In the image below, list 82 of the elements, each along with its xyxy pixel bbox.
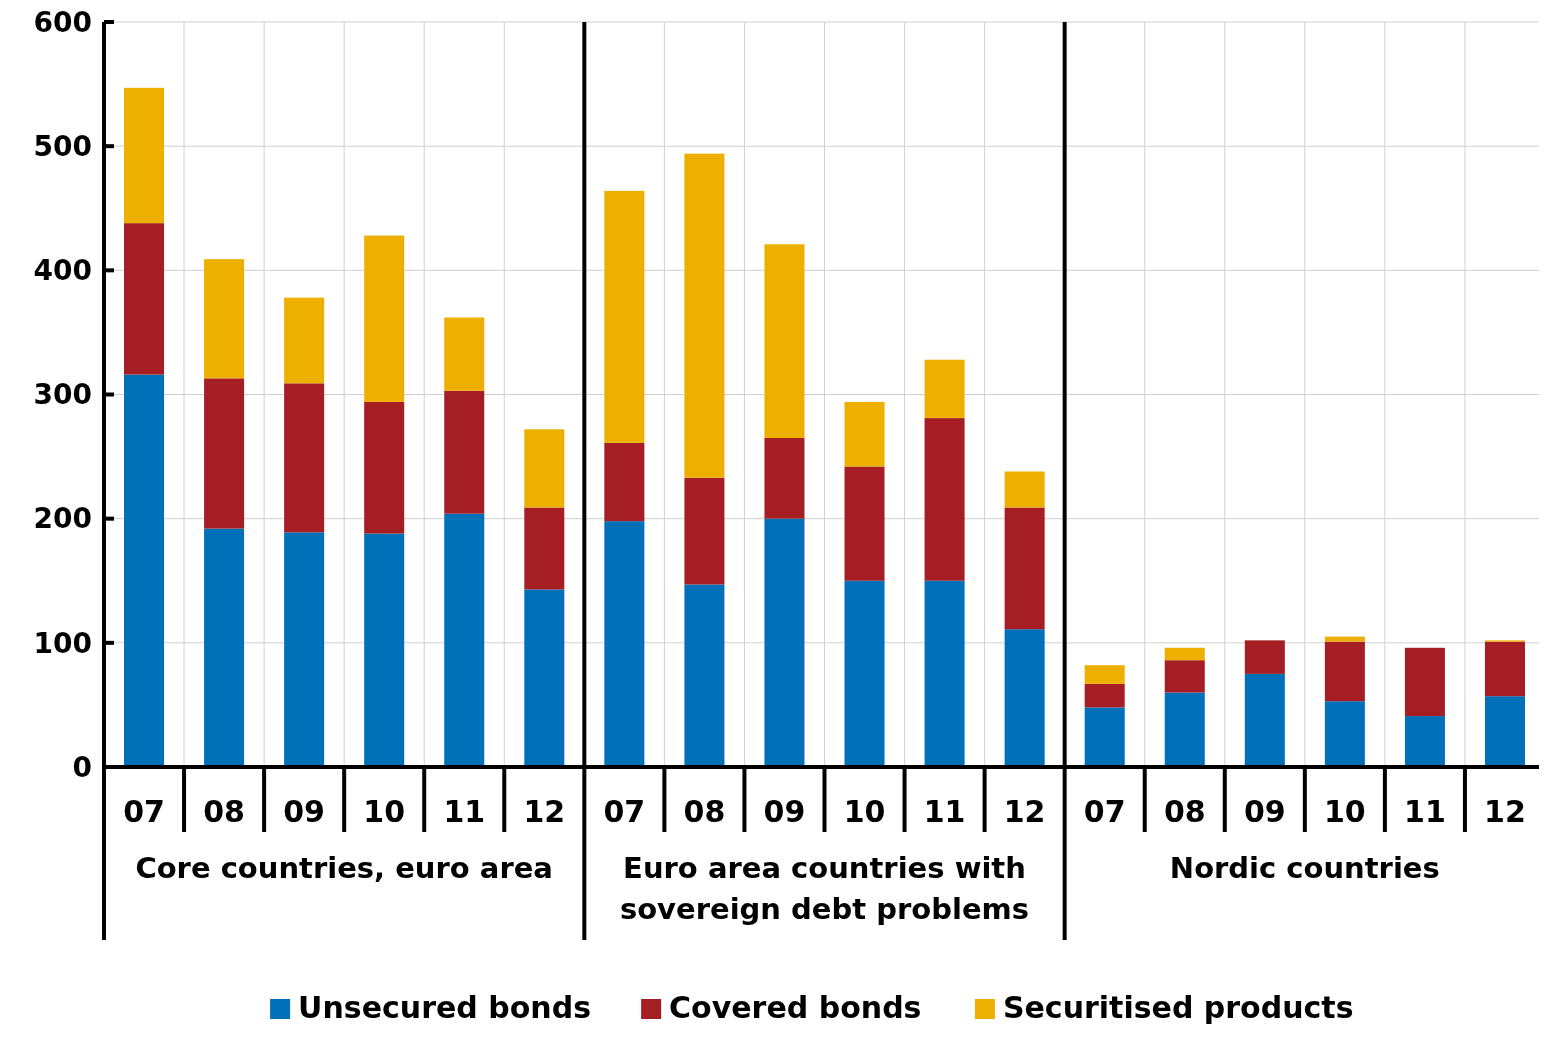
- bar: [1084, 683, 1125, 708]
- x-tick-label: 09: [763, 793, 806, 829]
- bar: [924, 580, 965, 767]
- bar: [844, 466, 885, 581]
- text: Nordic countries: [1169, 851, 1440, 885]
- x-tick-label: 08: [1163, 793, 1206, 829]
- x-tick-label: 08: [683, 793, 726, 829]
- bar: [1324, 641, 1365, 702]
- bar: [444, 513, 485, 767]
- x-tick-label: 10: [1323, 793, 1366, 829]
- x-tick-label: 09: [283, 793, 326, 829]
- bar: [524, 507, 565, 590]
- bar: [364, 401, 405, 534]
- bar: [764, 437, 805, 519]
- bar: [1084, 665, 1125, 684]
- bar: [1004, 471, 1045, 508]
- legend-label: Securitised products: [1002, 990, 1354, 1025]
- x-tick-label: 11: [923, 793, 966, 829]
- bar: [1324, 701, 1365, 767]
- text: Euro area countries with sovereign debt problems: [619, 851, 1030, 926]
- bar: [1484, 641, 1525, 697]
- y-tick-label: 500: [33, 129, 92, 163]
- bar: [604, 190, 645, 443]
- bar: [124, 223, 165, 375]
- bar: [364, 235, 405, 402]
- x-tick-label: 07: [603, 793, 646, 829]
- x-tick-label: 09: [1243, 793, 1286, 829]
- bar: [1164, 692, 1205, 767]
- legend-label: Unsecured bonds: [298, 990, 592, 1025]
- x-tick-label: 07: [123, 793, 165, 829]
- bar: [1004, 629, 1045, 767]
- bar: [204, 528, 245, 767]
- x-tick-label: 11: [443, 793, 486, 829]
- bar: [924, 359, 965, 419]
- legend-label: Covered bonds: [669, 990, 922, 1025]
- bar: [1404, 647, 1445, 717]
- bar: [444, 317, 485, 391]
- text: Core countries, euro area: [135, 851, 553, 885]
- bar: [1404, 716, 1445, 767]
- bar: [444, 390, 485, 514]
- y-tick-label: 100: [33, 626, 92, 660]
- bar: [1484, 696, 1525, 767]
- bar: [1164, 660, 1205, 693]
- bar: [524, 589, 565, 767]
- x-tick-label: 12: [1484, 793, 1526, 829]
- bar: [1004, 507, 1045, 630]
- x-tick-label: 10: [363, 793, 406, 829]
- y-tick-label: 400: [33, 254, 92, 288]
- bar: [1324, 636, 1365, 642]
- bar: [124, 374, 165, 767]
- x-tick-label: 10: [843, 793, 886, 829]
- bar: [604, 442, 645, 522]
- y-tick-label: 200: [33, 502, 92, 536]
- bar: [1084, 707, 1125, 767]
- bar: [1164, 647, 1205, 661]
- bar: [684, 153, 725, 478]
- bar: [284, 532, 325, 767]
- y-tick-label: 0: [72, 750, 92, 784]
- bar: [204, 378, 245, 529]
- bar: [684, 477, 725, 585]
- bar: [604, 521, 645, 767]
- bar: [364, 533, 405, 767]
- bar: [204, 259, 245, 379]
- x-tick-label: 12: [1003, 793, 1046, 829]
- bar: [524, 429, 565, 508]
- bar: [844, 580, 885, 767]
- bar: [284, 383, 325, 533]
- x-tick-label: 08: [203, 793, 245, 829]
- bar: [844, 401, 885, 467]
- bar: [1244, 640, 1285, 674]
- bar: [764, 518, 805, 767]
- bar: [1244, 673, 1285, 767]
- x-tick-label: 11: [1404, 793, 1446, 829]
- y-tick-label: 600: [33, 5, 92, 39]
- bar: [764, 244, 805, 438]
- bar: [684, 584, 725, 767]
- bar: [924, 418, 965, 581]
- y-tick-label: 300: [33, 378, 92, 412]
- bar: [284, 297, 325, 384]
- x-tick-label: 07: [1083, 793, 1126, 829]
- bar: [124, 87, 165, 224]
- x-tick-label: 12: [523, 793, 566, 829]
